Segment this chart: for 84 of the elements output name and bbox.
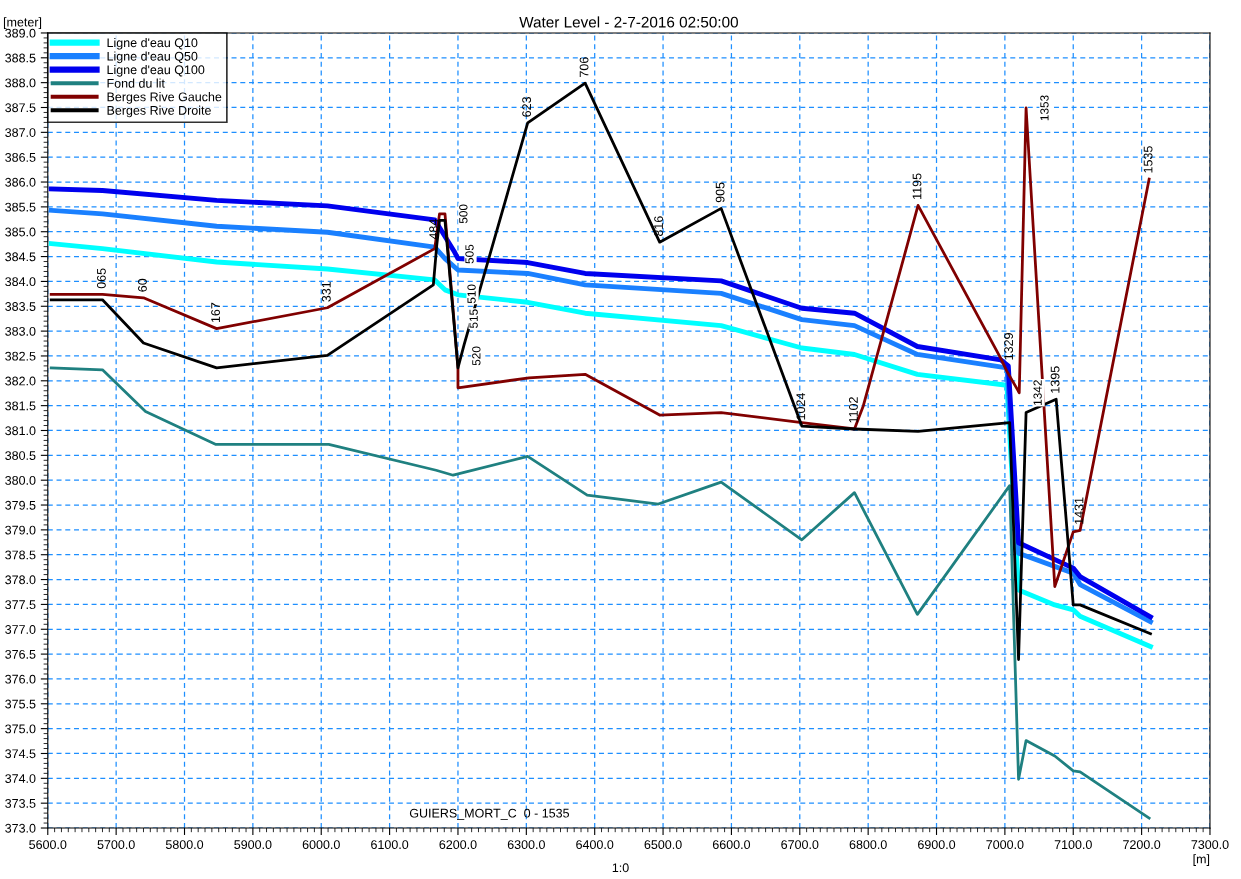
x-tick-label: 5900.0 (234, 840, 272, 850)
y-tick-label: 374.5 (5, 749, 36, 759)
annotation: 1102 (848, 397, 858, 423)
y-tick-label: 384.0 (5, 277, 36, 287)
x-tick-label: 5600.0 (29, 840, 67, 850)
annotation: 520 (472, 346, 481, 366)
y-tick-label: 381.5 (5, 401, 36, 411)
x-tick-label: 6100.0 (371, 840, 409, 850)
x-tick-label: 6500.0 (644, 840, 682, 850)
x-tick-label: 7100.0 (1054, 840, 1092, 850)
annotation: 1431 (1074, 497, 1084, 524)
annotation: 1535 (1143, 146, 1153, 173)
y-tick-label: 387.0 (5, 128, 36, 137)
annotation: 167 (211, 302, 220, 323)
annotation: 623 (522, 97, 532, 117)
y-tick-label: 378.0 (5, 575, 36, 585)
y-tick-label: 378.5 (5, 550, 36, 560)
annotation: 065 (96, 268, 106, 289)
y-tick-label: 374.0 (5, 774, 36, 783)
y-tick-label: 377.5 (5, 600, 36, 610)
x-tick-label: 6000.0 (302, 840, 340, 850)
y-tick-label: 375.0 (5, 724, 36, 734)
annotation: 905 (715, 182, 725, 203)
y-tick-label: 388.5 (5, 53, 36, 63)
y-tick-label: 386.0 (5, 177, 36, 187)
y-tick-label: 379.5 (5, 500, 36, 510)
y-tick-label: 379.0 (5, 525, 36, 535)
y-tick-label: 385.0 (5, 227, 36, 237)
chart-title: Water Level - 2-7-2016 02:50:00 (519, 16, 738, 28)
x-tick-label: 7300.0 (1191, 840, 1229, 850)
line-series (49, 366, 1151, 820)
legend-label: Berges Rive Gauche (107, 92, 222, 104)
y-tick-label: 389.0 (5, 28, 36, 38)
y-tick-label: 386.5 (5, 152, 36, 162)
y-tick-label: 382.5 (5, 351, 36, 361)
annotation: 515 (469, 309, 478, 329)
annotation: 60 (137, 278, 147, 292)
y-tick-label: 373.5 (5, 798, 36, 808)
x-tick-label: 6700.0 (781, 840, 819, 850)
annotation: 1395 (1050, 366, 1060, 393)
y-tick-label: 385.5 (5, 202, 36, 212)
x-tick-label: 6300.0 (507, 840, 545, 850)
annotation: 1353 (1040, 95, 1049, 121)
annotation: 510 (467, 284, 476, 304)
y-tick-label: 380.0 (5, 475, 36, 485)
y-tick-label: 380.5 (5, 451, 36, 460)
legend-label: Berges Rive Droite (107, 105, 211, 118)
annotation: GUIERS_MORT_C 0 - 1535 (409, 808, 570, 820)
x-tick-label: 6900.0 (918, 840, 956, 850)
x-tick-label: 7000.0 (986, 840, 1024, 850)
y-tick-label: 384.5 (5, 252, 36, 262)
x-tick-label: 5800.0 (165, 840, 204, 850)
y-tick-label: 388.0 (5, 78, 36, 88)
legend-label: Ligne d'eau Q50 (107, 51, 198, 64)
y-tick-label: 376.5 (5, 649, 36, 659)
text: 1:0 (612, 863, 629, 873)
annotation: 1195 (912, 173, 922, 199)
x-tick-label: 6200.0 (439, 840, 477, 850)
legend-label: Ligne d'eau Q10 (107, 37, 198, 50)
y-tick-label: 382.0 (5, 376, 36, 386)
y-tick-label: 387.5 (5, 103, 36, 113)
x-axis-title: [m] (1193, 854, 1210, 866)
y-tick-label: 373.0 (5, 823, 36, 833)
legend-label: Ligne d'eau Q100 (107, 65, 205, 77)
y-tick-label: 383.5 (5, 302, 36, 311)
x-tick-label: 6400.0 (576, 840, 614, 850)
annotation: 484 (429, 219, 439, 240)
annotation: 706 (579, 57, 589, 77)
y-tick-label: 381.0 (5, 426, 36, 436)
y-tick-label: 383.0 (5, 326, 36, 336)
y-tick-label: 375.5 (5, 699, 36, 709)
annotation: 500 (459, 204, 468, 224)
x-tick-label: 6600.0 (712, 840, 751, 850)
y-axis-title: [meter] (3, 17, 42, 29)
x-tick-label: 7200.0 (1123, 840, 1161, 850)
x-tick-label: 6800.0 (849, 840, 887, 850)
annotation: 505 (465, 244, 474, 264)
y-tick-label: 377.0 (5, 625, 36, 634)
annotation: 1329 (1004, 333, 1014, 360)
x-tick-label: 5700.0 (97, 840, 135, 850)
y-tick-label: 376.0 (5, 674, 36, 684)
annotation: 331 (321, 281, 331, 302)
annotation: 1342 (1033, 380, 1042, 405)
legend-label: Fond du lit (107, 78, 165, 88)
